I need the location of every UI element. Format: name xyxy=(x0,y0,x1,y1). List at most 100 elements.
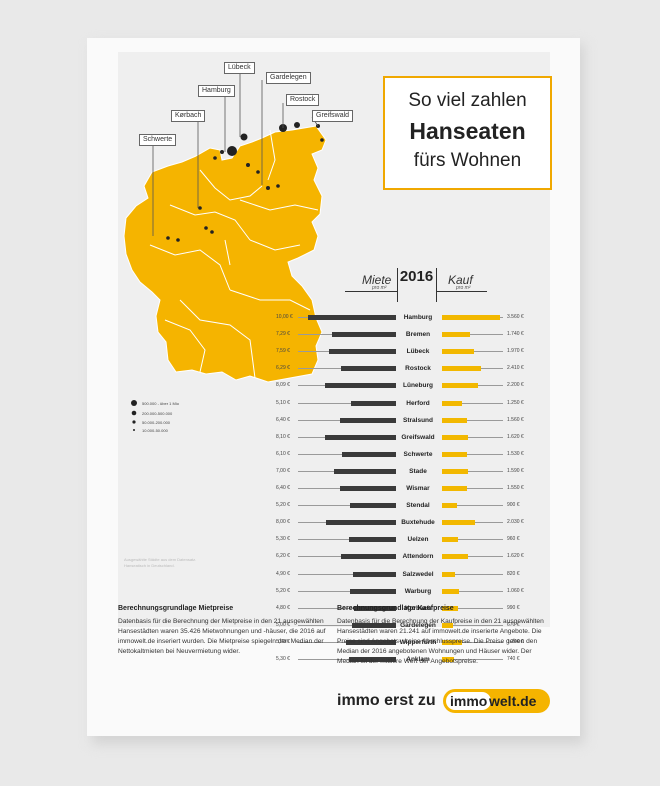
buy-guide-line xyxy=(481,368,503,370)
buy-guide-line xyxy=(467,419,503,421)
rent-value: 8,10 € xyxy=(276,433,290,440)
buy-bar xyxy=(442,520,476,526)
rent-bar xyxy=(334,468,396,474)
table-row: 5,20 € Warburg 1.060 € xyxy=(0,583,660,600)
rent-bar xyxy=(341,554,396,560)
buy-bar xyxy=(442,315,500,320)
city-name: Hamburg xyxy=(403,314,433,321)
buy-value: 740 € xyxy=(507,656,520,662)
buy-value: 1.620 € xyxy=(507,433,524,440)
rent-guide-line xyxy=(298,419,340,421)
rent-value: 5,70 € xyxy=(276,638,290,645)
rent-guide-line xyxy=(298,522,326,524)
rent-value: 4,90 € xyxy=(276,570,290,577)
map-label-gardelegen: Gardelegen xyxy=(266,72,311,84)
header-rule-left xyxy=(345,291,398,292)
buy-bar xyxy=(442,451,467,457)
city-name: Salzwedel xyxy=(402,570,434,578)
rent-bar xyxy=(342,451,396,457)
rent-guide-line xyxy=(298,505,351,507)
buy-value: 990 € xyxy=(507,604,520,611)
buy-guide-line xyxy=(500,317,503,318)
rent-guide-line xyxy=(298,659,350,660)
city-name: Anklam xyxy=(406,656,430,663)
rent-value: 5,20 € xyxy=(276,587,290,594)
logo-part-2: welt.de xyxy=(489,693,537,709)
buy-value: 1.740 € xyxy=(507,331,524,338)
buy-header: Kauf xyxy=(448,273,473,287)
rent-value: 5,00 € xyxy=(276,621,290,628)
buy-guide-line xyxy=(466,453,503,455)
rent-guide-line xyxy=(298,351,330,353)
rent-bar xyxy=(345,639,396,645)
rent-guide-line xyxy=(298,385,325,387)
rent-guide-line xyxy=(298,334,332,336)
city-name: Greifswald xyxy=(401,433,435,441)
buy-value: 2.410 € xyxy=(507,365,524,372)
title-box: So viel zahlen Hanseaten fürs Wohnen xyxy=(383,76,552,190)
city-name: Herford xyxy=(406,399,430,407)
rent-bar xyxy=(325,520,396,526)
city-name: Uelzen xyxy=(407,536,429,544)
table-row: 5,30 € Uelzen 960 € xyxy=(0,531,660,548)
rent-value: 5,30 € xyxy=(276,656,290,662)
buy-guide-line xyxy=(457,539,503,541)
buy-value: 960 € xyxy=(507,536,520,543)
rent-header: Miete xyxy=(362,273,392,287)
brand-slogan: immo erst zu xyxy=(337,692,436,709)
buy-value: 1.240 € xyxy=(507,638,524,645)
buy-value: 1.620 € xyxy=(507,553,524,560)
rent-guide-line xyxy=(298,470,335,472)
city-name: Lübeck xyxy=(406,348,430,356)
leader-lines xyxy=(152,66,319,236)
footer-left-text: Datenbasis für die Berechnung der Mietpr… xyxy=(118,618,326,655)
buy-bar xyxy=(442,434,469,440)
table-row: 5,30 € Anklam 740 € xyxy=(0,651,660,668)
rent-bar xyxy=(349,657,396,662)
rent-value: 6,29 € xyxy=(276,365,290,372)
rent-bar xyxy=(351,400,396,406)
rent-guide-line xyxy=(298,624,352,626)
table-row: 7,59 € Lübeck 1.970 € xyxy=(0,343,660,360)
buy-value: 2.200 € xyxy=(507,382,524,389)
rent-value: 7,59 € xyxy=(276,348,290,355)
rent-value: 7,00 € xyxy=(276,467,290,474)
buy-value: 1.590 € xyxy=(507,467,524,474)
buy-guide-line xyxy=(459,590,503,592)
buy-value: 900 € xyxy=(507,502,520,509)
legend-dots xyxy=(131,400,137,431)
table-row: 6,20 € Attendorn 1.620 € xyxy=(0,548,660,565)
map-label-hamburg: Hamburg xyxy=(198,85,235,97)
logo-part-1: immo xyxy=(446,692,492,710)
buy-guide-line xyxy=(474,351,503,353)
city-name: Gardelegen xyxy=(400,621,436,629)
city-name: Wismar xyxy=(406,485,430,492)
buy-bar xyxy=(442,554,469,560)
city-name: Stralsund xyxy=(403,416,433,424)
table-row: 7,00 € Stade 1.590 € xyxy=(0,463,660,480)
header-divider xyxy=(397,268,398,302)
rent-guide-line xyxy=(298,436,325,438)
rent-guide-line xyxy=(298,590,351,592)
rent-bar xyxy=(349,537,396,543)
buy-value: 670 € xyxy=(507,621,520,628)
buy-value: 1.060 € xyxy=(507,587,524,594)
rent-bar xyxy=(324,383,396,389)
buy-bar xyxy=(442,400,463,406)
buy-guide-line xyxy=(455,573,503,575)
table-row: 6,40 € Wismar 1.550 € xyxy=(0,480,660,497)
map-label-luebeck: Lübeck xyxy=(224,62,255,74)
rent-value: 6,10 € xyxy=(276,450,290,457)
title-line-3: fürs Wohnen xyxy=(413,150,522,171)
buy-bar xyxy=(442,383,478,389)
buy-value: 1.970 € xyxy=(507,348,524,355)
footer-right-text: Datenbasis für die Berechnung der Kaufpr… xyxy=(337,618,544,665)
city-name: Stade xyxy=(409,467,427,475)
rent-bar xyxy=(352,571,396,577)
rent-guide-line xyxy=(298,641,346,643)
rent-value: 5,20 € xyxy=(276,502,290,509)
map-label-rostock: Rostock xyxy=(286,94,320,106)
table-row: 5,10 € Herford 1.250 € xyxy=(0,395,660,412)
rent-value: 7,29 € xyxy=(276,331,290,338)
table-row: 8,10 € Greifswald 1.620 € xyxy=(0,429,660,446)
